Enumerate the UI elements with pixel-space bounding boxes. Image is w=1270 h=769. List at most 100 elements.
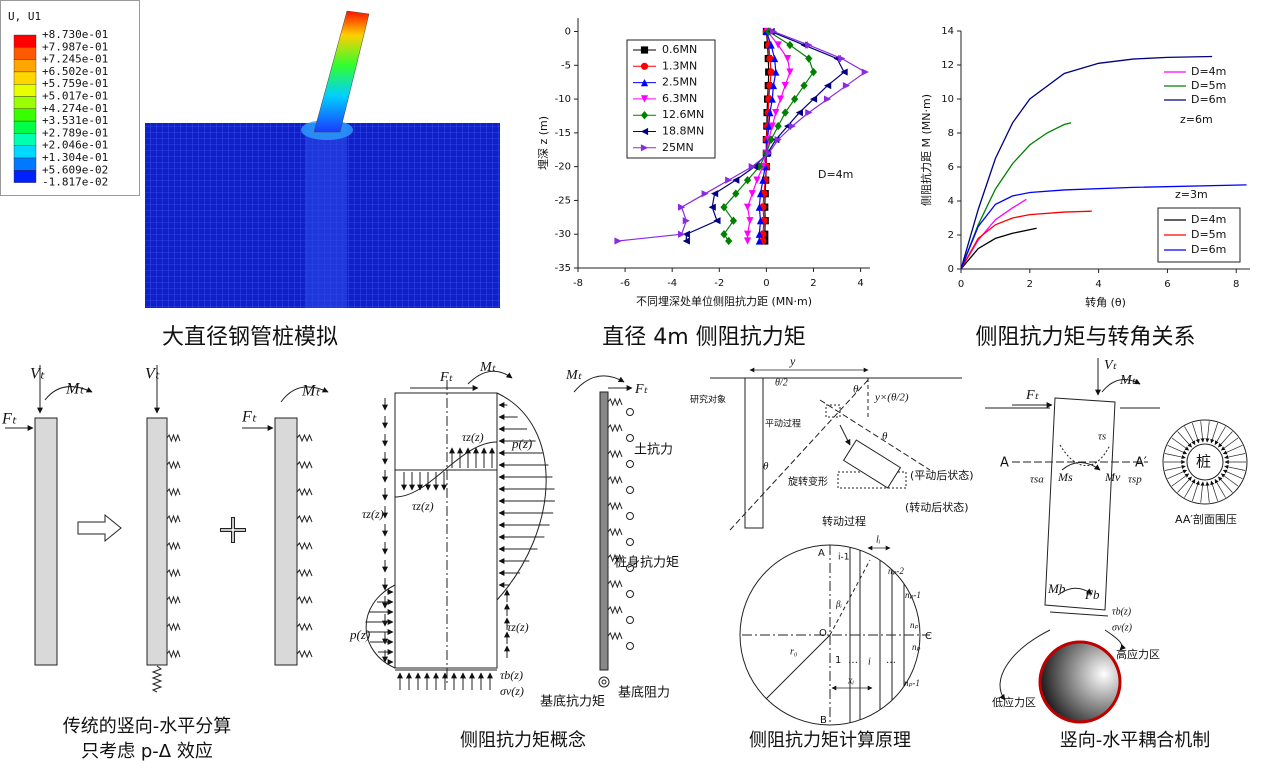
annotation: D=4m (818, 168, 853, 181)
label: AA′剖面围压 (1175, 512, 1237, 526)
pressure-arrow (1184, 426, 1196, 446)
spiral (626, 590, 634, 598)
data-point (766, 54, 774, 63)
y-axis-label: 埋深 z (m) (537, 116, 550, 170)
pressure-arrow (1220, 437, 1239, 451)
y-tick-label: 14 (941, 26, 954, 37)
legend-label: 2.5MN (662, 76, 697, 89)
label: βᵢ (835, 599, 842, 609)
calc-diagram (744, 377, 764, 529)
data-point (781, 81, 789, 90)
spring (607, 475, 623, 485)
label: xᵢ (847, 675, 854, 686)
data-point (776, 95, 785, 103)
label: Mₜ (301, 383, 320, 400)
spiral (626, 564, 634, 572)
pressure-arrow (1164, 464, 1186, 471)
label: Fb (1084, 587, 1100, 602)
data-point (708, 203, 716, 211)
coupling-diagram (1059, 444, 1111, 467)
spring (607, 423, 623, 433)
data-point (769, 27, 778, 36)
legend-swatch (13, 59, 37, 73)
label: θ/2 (775, 377, 788, 388)
legend-label: 1.3MN (662, 59, 697, 72)
spiral (626, 486, 634, 494)
label: σv(z) (500, 684, 524, 698)
label: A′ (1135, 456, 1147, 471)
legend-swatch (13, 96, 37, 110)
legend-swatch (13, 34, 37, 48)
fem-model (305, 123, 347, 308)
spiral (626, 512, 634, 520)
label: τz(z) (362, 507, 384, 521)
label: 基底阻力 (618, 685, 670, 701)
label: nₚ-1 (904, 678, 920, 688)
label: Fₜ (1025, 388, 1040, 403)
legend-label: D=5m (1191, 228, 1226, 241)
data-point (748, 163, 756, 171)
data-point (809, 67, 818, 77)
coupling-diagram (1101, 378, 1141, 393)
spring (166, 649, 181, 659)
data-point (720, 230, 728, 239)
x-tick-label: -8 (573, 278, 583, 289)
label: nₚ-1 (905, 590, 921, 600)
label: C (925, 631, 932, 642)
label: Ms (1057, 470, 1073, 484)
pressure-arrow (1205, 481, 1210, 503)
spring (607, 449, 623, 459)
label: lᵢ (876, 534, 881, 545)
pressure-arrow (1214, 478, 1226, 498)
label: 基底抗力矩 (540, 694, 605, 710)
concept-diagram (365, 584, 396, 669)
legend-swatch (13, 47, 37, 60)
legend-swatch (13, 170, 37, 183)
legend-label: D=6m (1191, 243, 1226, 256)
spring (296, 460, 313, 470)
pressure-arrow (1191, 480, 1200, 502)
pressure-arrow (1171, 473, 1190, 487)
caption: 侧阻抗力矩概念 (460, 729, 586, 751)
spring (166, 568, 181, 578)
legend-marker (640, 79, 649, 87)
data-point (746, 217, 754, 225)
y-tick-label: 8 (948, 128, 954, 139)
legend-marker (640, 127, 649, 136)
pressure-arrow (1210, 422, 1219, 444)
pressure-arrow (1224, 464, 1246, 471)
calc-diagram (825, 404, 841, 418)
y-tick-label: -10 (555, 94, 571, 105)
data-point (743, 230, 752, 238)
spring (296, 541, 313, 551)
data-point (772, 68, 780, 76)
legend-label: 0.6MN (662, 43, 697, 56)
legend-value: +5.609e-02 (42, 163, 108, 176)
label: Fₜ (634, 382, 649, 397)
pressure-arrow (1205, 421, 1210, 443)
label: σv(z) (1112, 622, 1133, 633)
spiral (626, 538, 634, 546)
legend-label: D=4m (1191, 213, 1226, 226)
label: 研究对象 (690, 394, 726, 406)
spring (607, 553, 623, 563)
data-point (759, 176, 767, 184)
data-point (701, 190, 709, 198)
caption: 侧阻抗力矩计算原理 (749, 730, 911, 751)
coupling-diagram (1061, 462, 1101, 471)
legend-value: +7.987e-01 (42, 40, 108, 53)
concept-diagram (467, 370, 513, 385)
spring (296, 595, 313, 605)
data-point (713, 217, 721, 225)
y-tick-label: 0 (948, 264, 954, 275)
data-point (753, 176, 761, 184)
coupling-diagram (1049, 611, 1109, 617)
data-point (682, 230, 690, 238)
concept-diagram (394, 441, 498, 498)
y-tick-label: -35 (555, 263, 571, 274)
legend-swatch (13, 120, 37, 134)
concept-diagram (365, 370, 555, 690)
spring-diagram (598, 676, 610, 688)
x-tick-label: -4 (667, 278, 677, 289)
label: θ (882, 431, 888, 443)
